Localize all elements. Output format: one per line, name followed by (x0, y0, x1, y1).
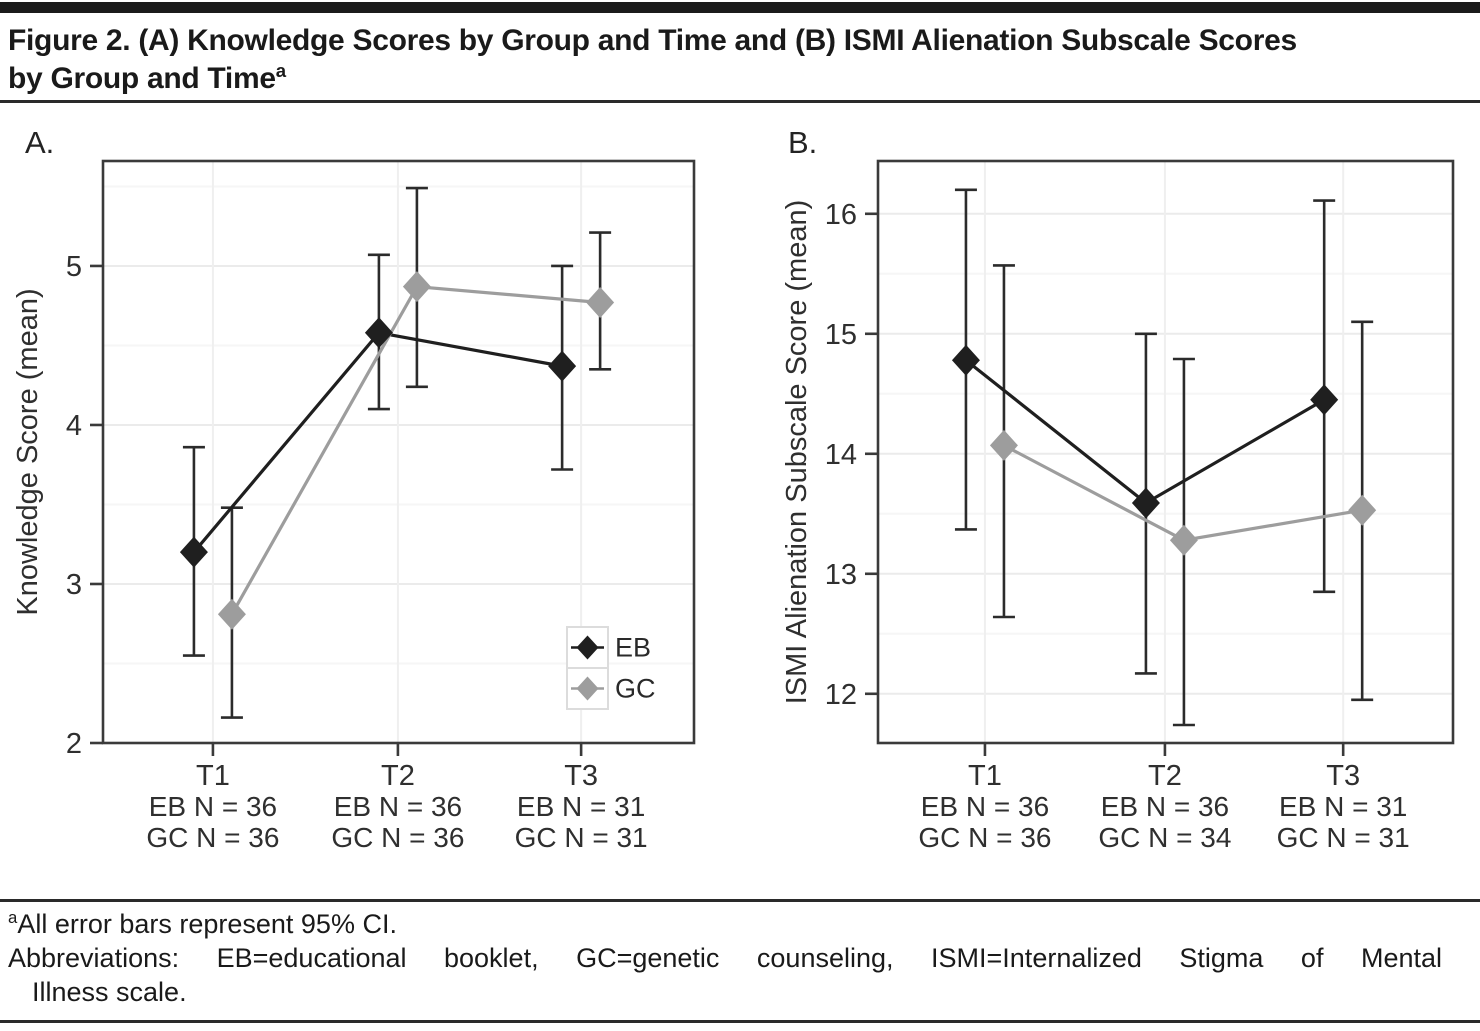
x-sublabel-n-count: EB N = 36 (921, 791, 1049, 822)
data-point-eb-t2 (364, 317, 393, 349)
x-sublabel-n-count: EB N = 36 (334, 791, 462, 822)
x-tick-label: T2 (1148, 760, 1182, 792)
y-tick-label: 5 (66, 251, 82, 283)
data-point-gc-t1 (217, 598, 246, 630)
y-axis-title: Knowledge Score (mean) (12, 288, 44, 615)
x-sublabel-n-count: GC N = 36 (918, 822, 1051, 853)
x-tick-label: T2 (381, 760, 415, 792)
footnote-abbreviations: Abbreviations: EB=educational booklet, G… (8, 943, 1442, 973)
x-sublabel-n-count: GC N = 34 (1098, 822, 1231, 853)
x-sublabel-n-count: EB N = 36 (149, 791, 277, 822)
data-point-gc-t2 (1169, 524, 1198, 556)
legend-label: EB (615, 633, 651, 663)
x-sublabel-n-count: EB N = 31 (517, 791, 645, 822)
data-point-gc-t3 (586, 287, 615, 319)
legend: EB GC (566, 626, 656, 710)
y-tick-label: 13 (825, 559, 857, 591)
y-tick-label: 16 (825, 199, 857, 231)
legend-diamond-icon (576, 676, 599, 701)
footnote-divider (0, 899, 1480, 902)
y-tick-label: 14 (825, 439, 857, 471)
x-sublabel-n-count: EB N = 36 (1101, 791, 1229, 822)
legend-diamond-icon (576, 635, 599, 660)
title-divider (0, 100, 1480, 103)
data-point-eb-t3 (1310, 384, 1339, 416)
footnote: aAll error bars represent 95% CI. Abbrev… (8, 907, 1442, 1009)
data-point-eb-t3 (548, 350, 577, 382)
legend-label: GC (615, 674, 656, 704)
x-sublabel-n-count: GC N = 36 (146, 822, 279, 853)
data-point-gc-t1 (989, 429, 1018, 461)
figure-title: Figure 2. (A) Knowledge Scores by Group … (8, 22, 1297, 98)
data-point-gc-t2 (402, 271, 431, 303)
panel-label: B. (788, 125, 817, 160)
data-point-eb-t2 (1131, 487, 1160, 519)
x-sublabel-n-count: EB N = 31 (1279, 791, 1407, 822)
figure-title-line2: by Group and Timea (8, 60, 286, 95)
x-tick-label: T1 (968, 760, 1002, 792)
footnote-ci-note: aAll error bars represent 95% CI. (8, 908, 397, 939)
figure-title-line1: Figure 2. (A) Knowledge Scores by Group … (8, 24, 1297, 57)
y-tick-label: 12 (825, 679, 857, 711)
x-tick-label: T1 (196, 760, 230, 792)
x-sublabel-n-count: GC N = 36 (331, 822, 464, 853)
title-superscript: a (275, 60, 286, 81)
x-sublabel-n-count: GC N = 31 (1277, 822, 1410, 853)
data-point-eb-t1 (179, 536, 208, 568)
x-tick-label: T3 (1326, 760, 1360, 792)
footnote-abbreviations-wrap: Illness scale. (32, 977, 187, 1007)
top-rule (0, 2, 1480, 13)
data-point-eb-t1 (951, 344, 980, 376)
y-axis-title: ISMI Alienation Subscale Score (mean) (781, 200, 813, 705)
y-tick-label: 4 (66, 410, 82, 442)
y-tick-label: 3 (66, 569, 82, 601)
panel-label: A. (25, 125, 54, 160)
x-sublabel-n-count: GC N = 31 (515, 822, 648, 853)
bottom-rule (0, 1020, 1480, 1023)
y-tick-label: 15 (825, 319, 857, 351)
data-point-gc-t3 (1348, 494, 1377, 526)
x-tick-label: T3 (564, 760, 598, 792)
y-tick-label: 2 (66, 728, 82, 760)
